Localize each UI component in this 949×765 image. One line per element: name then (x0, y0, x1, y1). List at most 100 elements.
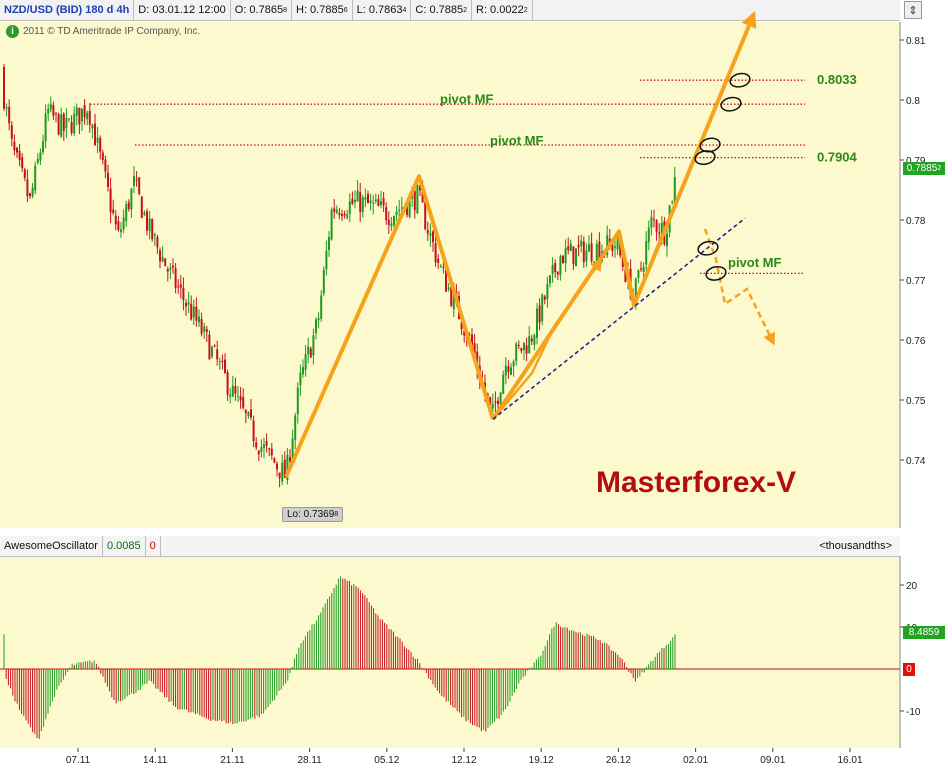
ellipse-markers-layer (694, 72, 751, 281)
candles-layer (3, 63, 676, 488)
candle-body (94, 123, 96, 146)
candle-body (395, 211, 398, 216)
candle-body (289, 457, 291, 462)
candle-body (564, 248, 567, 263)
candle-body (211, 347, 213, 357)
candle-body (445, 267, 447, 292)
candle-body (229, 394, 232, 397)
candle-body (634, 278, 637, 301)
candle-body (185, 302, 187, 307)
pivot-label: pivot MF (490, 133, 543, 148)
candle-body (328, 237, 330, 251)
candle-body (452, 292, 455, 310)
projection-arrow (703, 228, 775, 346)
wave-path (491, 11, 757, 421)
pivot-label: pivot MF (440, 91, 493, 106)
low-price-tag: Lo: 0.7369 8 (282, 507, 344, 522)
candle-body (312, 335, 315, 356)
candle-body (156, 237, 159, 248)
candle-body (640, 268, 642, 270)
candle-body (536, 308, 538, 338)
candle-body (221, 360, 224, 362)
candle-body (138, 177, 141, 194)
candle-body (463, 331, 466, 336)
candle-body (439, 265, 442, 267)
candle-body (23, 169, 26, 178)
candle-body (29, 193, 31, 197)
candle-body (655, 220, 658, 232)
candle-body (543, 296, 546, 300)
wave-path (284, 174, 495, 478)
candle-body (244, 410, 247, 413)
price-tick-label: 0.78 (906, 216, 926, 227)
candle-body (577, 244, 580, 248)
candle-body (354, 199, 356, 203)
candle-body (606, 235, 609, 256)
candle-body (598, 241, 601, 260)
candle-body (491, 403, 494, 409)
candle-body (538, 305, 541, 323)
oscillator-name[interactable]: AwesomeOscillator (0, 536, 103, 556)
candle-body (348, 201, 351, 214)
open-readout: O: 0.7865 8 (231, 0, 292, 20)
candle-body (653, 219, 655, 221)
candle-body (374, 199, 377, 202)
candle-body (304, 354, 307, 370)
oscillator-tick-label: -10 (906, 707, 921, 718)
oscillator-zero-tag: 0 (903, 663, 915, 676)
candle-body (515, 343, 518, 361)
candle-body (380, 201, 382, 205)
candle-body (494, 401, 497, 403)
candle-body (13, 141, 16, 151)
date-tick-label: 19.12 (529, 755, 554, 765)
ellipse-marker (694, 150, 716, 166)
candle-body (387, 219, 390, 225)
price-axis: 0.74 0.75 0.76 0.77 0.78 0.79 0.8 0.81 (899, 22, 926, 528)
candle-body (608, 238, 611, 243)
candle-body (146, 211, 148, 231)
candle-body (107, 172, 109, 188)
candle-body (3, 66, 5, 109)
date-tick-label: 21.11 (220, 755, 245, 765)
candle-body (75, 107, 78, 116)
candle-body (556, 271, 559, 275)
candle-body (408, 197, 411, 217)
candle-body (96, 137, 99, 143)
candle-body (588, 244, 590, 252)
candle-body (549, 275, 551, 284)
candle-body (580, 240, 583, 246)
candle-body (356, 190, 359, 202)
candle-body (42, 141, 44, 153)
candle-body (377, 199, 380, 207)
date-readout: D: 03.01.12 12:00 (134, 0, 231, 20)
candle-body (614, 246, 616, 248)
candle-body (317, 318, 320, 321)
price-tick-label: 0.79 (906, 156, 926, 167)
candle-body (268, 448, 271, 450)
oscillator-panel[interactable] (0, 556, 900, 748)
symbol-label[interactable]: NZD/USD (BID) 180 d 4h (0, 0, 135, 20)
candle-body (426, 229, 429, 234)
date-tick-label: 02.01 (683, 755, 708, 765)
date-tick-label: 07.11 (66, 755, 91, 765)
ellipse-marker (697, 240, 719, 256)
candle-body (471, 334, 473, 346)
candle-body (252, 420, 255, 442)
date-axis: 07.11 14.11 21.11 28.11 05.12 12.12 19.12 26.12… (66, 748, 863, 765)
candle-body (546, 283, 549, 299)
candle-body (127, 202, 130, 210)
candle-body (226, 372, 229, 395)
candle-body (78, 107, 81, 125)
candle-body (192, 306, 195, 318)
rescale-icon[interactable]: ⇕ (904, 1, 922, 19)
candle-body (507, 366, 510, 373)
candle-body (671, 201, 674, 203)
candle-body (166, 269, 169, 272)
candle-body (190, 304, 193, 320)
date-tick-label: 05.12 (374, 755, 399, 765)
oscillator-axis: -101020 (899, 556, 921, 748)
candle-body (593, 261, 596, 264)
pivot-label: 0.7904 (817, 150, 858, 165)
candle-body (198, 316, 200, 323)
candle-body (172, 265, 174, 268)
